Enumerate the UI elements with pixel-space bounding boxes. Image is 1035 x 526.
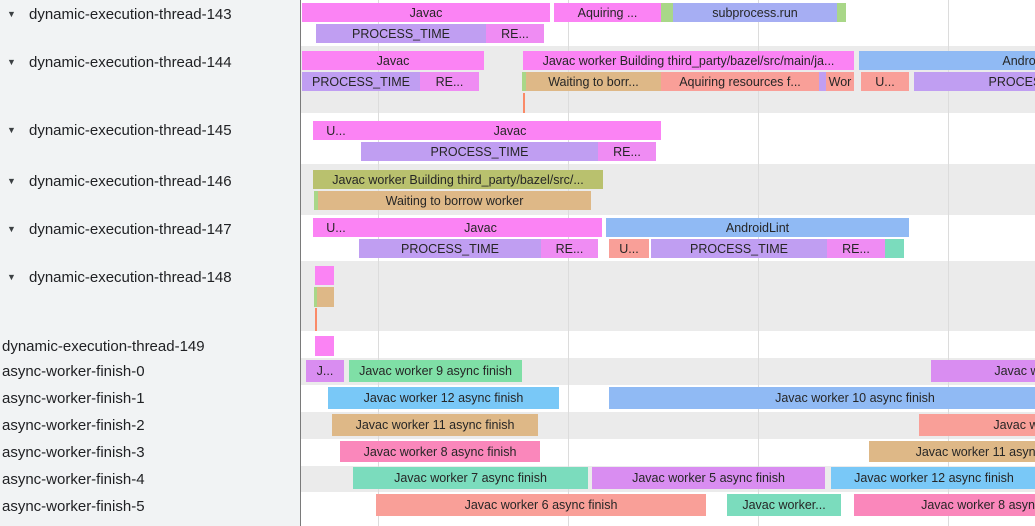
track-label: async-worker-finish-2 [2, 416, 145, 434]
time-gridline [378, 0, 379, 526]
timeline-slice[interactable]: Javac worker... [727, 494, 841, 516]
timeline-slice[interactable]: Javac worker... [931, 360, 1035, 382]
timeline-slice[interactable] [314, 287, 317, 307]
timeline-slice[interactable]: Waiting to borr... [526, 72, 661, 91]
timeline-slice[interactable]: Javac worker 9 async finish [349, 360, 522, 382]
timeline-slice[interactable]: PROCESS_TIME [914, 72, 1035, 91]
timeline-slice[interactable]: Javac worker 11 async finish [332, 414, 538, 436]
timeline-slice[interactable]: RE... [598, 142, 656, 161]
track-label: async-worker-finish-5 [2, 497, 145, 515]
timeline-slice[interactable]: Javac worker 12 async finish [328, 387, 559, 409]
track-label: dynamic-execution-thread-148 [29, 268, 232, 286]
track-label: dynamic-execution-thread-149 [2, 337, 205, 355]
timeline-slice[interactable]: RE... [420, 72, 479, 91]
track-label: async-worker-finish-3 [2, 443, 145, 461]
collapse-arrow-icon[interactable]: ▼ [7, 176, 16, 186]
timeline-slice[interactable]: Aquiring ... [554, 3, 661, 22]
timeline-slice[interactable]: Javac worker 8 async finish [854, 494, 1035, 516]
timeline[interactable]: Javac Aquiring ... subprocess.run PROCESS_T… [301, 0, 1035, 526]
collapse-arrow-icon[interactable]: ▼ [7, 57, 16, 67]
timeline-slice[interactable]: PROCESS_TIME [302, 72, 420, 91]
collapse-arrow-icon[interactable]: ▼ [7, 9, 16, 19]
timeline-slice[interactable] [837, 3, 846, 22]
timeline-slice[interactable]: Javac worker 5 async finish [592, 467, 825, 489]
track-label: async-worker-finish-0 [2, 362, 145, 380]
time-gridline [568, 0, 569, 526]
sidebar-track-row[interactable]: async-worker-finish-3 [0, 442, 300, 462]
track-label: dynamic-execution-thread-146 [29, 172, 232, 190]
timeline-slice[interactable]: Javac worker Building third_party/bazel/… [523, 51, 854, 70]
timeline-slice[interactable] [885, 239, 904, 258]
track-label: dynamic-execution-thread-143 [29, 5, 232, 23]
timeline-slice[interactable] [317, 287, 334, 307]
timeline-slice[interactable]: Javac [302, 51, 484, 70]
timeline-slice[interactable]: RE... [486, 24, 544, 43]
collapse-arrow-icon[interactable]: ▼ [7, 224, 16, 234]
timeline-slice[interactable]: PROCESS_TIME [651, 239, 827, 258]
sidebar-track-row[interactable]: dynamic-execution-thread-149 [0, 336, 300, 356]
timeline-slice[interactable]: Waiting to borrow worker [318, 191, 591, 210]
timeline-slice[interactable]: RE... [827, 239, 885, 258]
timeline-slice[interactable]: AndroidLint [859, 51, 1035, 70]
timeline-slice[interactable]: U... [609, 239, 649, 258]
sidebar-track-row[interactable]: ▼ dynamic-execution-thread-148 [0, 267, 300, 287]
track-label: async-worker-finish-1 [2, 389, 145, 407]
time-gridline [948, 0, 949, 526]
collapse-arrow-icon[interactable]: ▼ [7, 272, 16, 282]
timeline-slice[interactable] [661, 3, 673, 22]
timeline-slice[interactable]: PROCESS_TIME [361, 142, 598, 161]
sidebar-track-row[interactable]: ▼ dynamic-execution-thread-146 [0, 171, 300, 191]
timeline-slice[interactable]: PROCESS_TIME [359, 239, 541, 258]
timeline-slice[interactable]: J... [306, 360, 344, 382]
sidebar-track-row[interactable]: async-worker-finish-1 [0, 388, 300, 408]
track-name-panel: ▼ dynamic-execution-thread-143 ▼ dynamic-ex… [0, 0, 301, 526]
timeline-slice[interactable]: U... [313, 121, 359, 140]
timeline-slice[interactable] [315, 336, 334, 356]
sidebar-track-row[interactable]: ▼ dynamic-execution-thread-147 [0, 219, 300, 239]
timeline-band [301, 331, 1035, 358]
timeline-slice[interactable]: Javac worker 7 async finish [353, 467, 588, 489]
timeline-slice[interactable]: Wor [826, 72, 854, 91]
track-label: dynamic-execution-thread-145 [29, 121, 232, 139]
sidebar-track-row[interactable]: async-worker-finish-2 [0, 415, 300, 435]
timeline-slice[interactable]: Javac [359, 218, 602, 237]
timeline-slice[interactable] [314, 191, 318, 210]
timeline-slice[interactable]: Javac [359, 121, 661, 140]
sidebar-track-row[interactable]: async-worker-finish-4 [0, 469, 300, 489]
instant-event-tick[interactable] [523, 93, 525, 113]
timeline-slice[interactable]: Javac [302, 3, 550, 22]
track-label: dynamic-execution-thread-144 [29, 53, 232, 71]
timeline-slice[interactable]: AndroidLint [606, 218, 909, 237]
collapse-arrow-icon[interactable]: ▼ [7, 125, 16, 135]
sidebar-track-row[interactable]: ▼ dynamic-execution-thread-144 [0, 52, 300, 72]
timeline-band [301, 261, 1035, 331]
timeline-slice[interactable] [522, 72, 526, 91]
track-label: dynamic-execution-thread-147 [29, 220, 232, 238]
timeline-slice[interactable]: Javac worker 12 async finish [831, 467, 1035, 489]
timeline-slice[interactable] [315, 266, 334, 285]
time-gridline [758, 0, 759, 526]
sidebar-track-row[interactable]: async-worker-finish-0 [0, 361, 300, 381]
timeline-slice[interactable]: Aquiring resources f... [661, 72, 819, 91]
timeline-slice[interactable] [819, 72, 826, 91]
timeline-slice[interactable]: Javac worker Building third_party/bazel/… [313, 170, 603, 189]
sidebar-track-row[interactable]: ▼ dynamic-execution-thread-145 [0, 120, 300, 140]
instant-event-tick[interactable] [315, 308, 317, 331]
timeline-slice[interactable]: Javac worker 10 async finish [609, 387, 1035, 409]
track-label: async-worker-finish-4 [2, 470, 145, 488]
sidebar-track-row[interactable]: async-worker-finish-5 [0, 496, 300, 516]
timeline-slice[interactable]: Javac worker 6 async finish [376, 494, 706, 516]
timeline-slice[interactable]: U... [313, 218, 359, 237]
timeline-slice[interactable]: PROCESS_TIME [316, 24, 486, 43]
timeline-slice[interactable]: U... [861, 72, 909, 91]
sidebar-track-row[interactable]: ▼ dynamic-execution-thread-143 [0, 4, 300, 24]
timeline-slice[interactable]: Javac worker 8 async finish [340, 441, 540, 462]
timeline-slice[interactable]: Javac worker 11 async finish [869, 441, 1035, 462]
timeline-slice[interactable]: RE... [541, 239, 598, 258]
timeline-slice[interactable]: subprocess.run [673, 3, 837, 22]
timeline-slice[interactable]: Javac worker... [919, 414, 1035, 436]
